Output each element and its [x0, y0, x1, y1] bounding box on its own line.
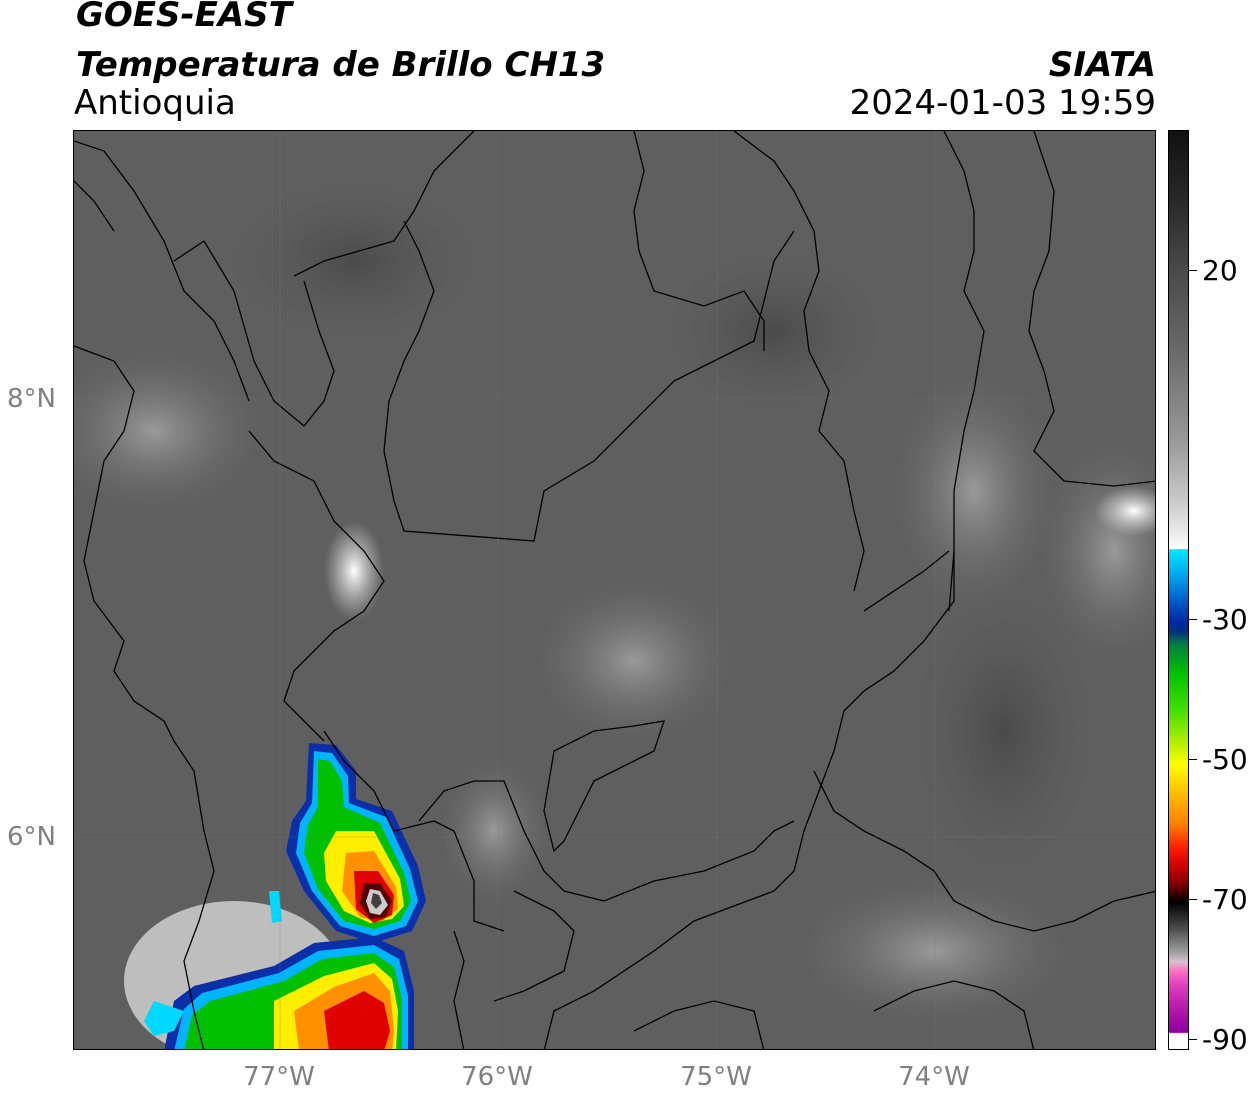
dept-boundary: [383, 220, 795, 542]
colorbar-label-neg50: -50: [1202, 743, 1248, 776]
colorbar-label-neg30: -30: [1202, 603, 1248, 636]
dept-boundary: [813, 770, 1155, 932]
lon-label-75w: 75°W: [680, 1062, 752, 1092]
cold-cloud-patch: [324, 521, 384, 621]
dept-boundary: [733, 131, 865, 592]
light-patch: [784, 871, 1084, 1031]
colorbar-tick: [1189, 619, 1197, 620]
light-patch: [434, 751, 554, 911]
region-label: Antioquia: [74, 83, 236, 123]
satellite-map: [73, 130, 1156, 1050]
light-patch: [524, 571, 744, 751]
colorbar-tick: [1189, 1039, 1197, 1040]
map-image: [74, 131, 1155, 1049]
lon-label-77w: 77°W: [243, 1062, 315, 1092]
coastline: [74, 140, 250, 402]
satellite-title: GOES-EAST: [76, 0, 292, 35]
dept-boundary: [248, 430, 385, 742]
colorbar-label-neg90: -90: [1202, 1023, 1248, 1056]
dept-boundary: [493, 890, 575, 1002]
gulf-coast: [173, 240, 335, 427]
dept-boundary: [943, 131, 985, 612]
product-title: Temperatura de Brillo CH13: [76, 45, 606, 85]
cold-cloud-patch: [1094, 486, 1155, 536]
dept-boundary: [1028, 131, 1155, 487]
lon-label-74w: 74°W: [898, 1062, 970, 1092]
dept-boundary: [543, 551, 955, 1049]
colorbar-tick: [1189, 899, 1197, 900]
colorbar-tick: [1189, 759, 1197, 760]
dark-patch: [214, 171, 494, 351]
boundaries: [74, 131, 1155, 1049]
lat-label-8n: 8°N: [7, 384, 56, 414]
colorbar-gradient: [1169, 131, 1188, 1049]
light-patch: [884, 361, 1064, 621]
storm-cell: [144, 743, 426, 1049]
dept-boundary: [633, 1000, 765, 1049]
dept-boundary: [418, 780, 795, 902]
dept-boundary: [863, 550, 950, 612]
dark-patch: [654, 241, 894, 421]
colorbar-label-neg70: -70: [1202, 883, 1248, 916]
colorbar-tick: [1189, 270, 1197, 271]
graticule: [74, 131, 1155, 1049]
organization-label: SIATA: [1048, 45, 1156, 85]
lon-label-76w: 76°W: [461, 1062, 533, 1092]
light-patch: [74, 341, 274, 521]
dark-patch: [904, 571, 1104, 891]
coastline: [74, 345, 215, 1049]
colorbar: [1168, 130, 1189, 1050]
dept-boundary: [453, 930, 465, 1049]
datetime-label: 2024-01-03 19:59: [849, 83, 1156, 123]
dept-boundary: [543, 720, 665, 853]
dept-boundary: [323, 730, 505, 932]
coastline: [293, 131, 475, 277]
colorbar-label-20: 20: [1202, 254, 1238, 287]
dept-boundary: [873, 980, 1035, 1049]
dept-boundary: [633, 131, 765, 351]
lat-label-6n: 6°N: [7, 822, 56, 852]
coastline: [74, 180, 115, 232]
